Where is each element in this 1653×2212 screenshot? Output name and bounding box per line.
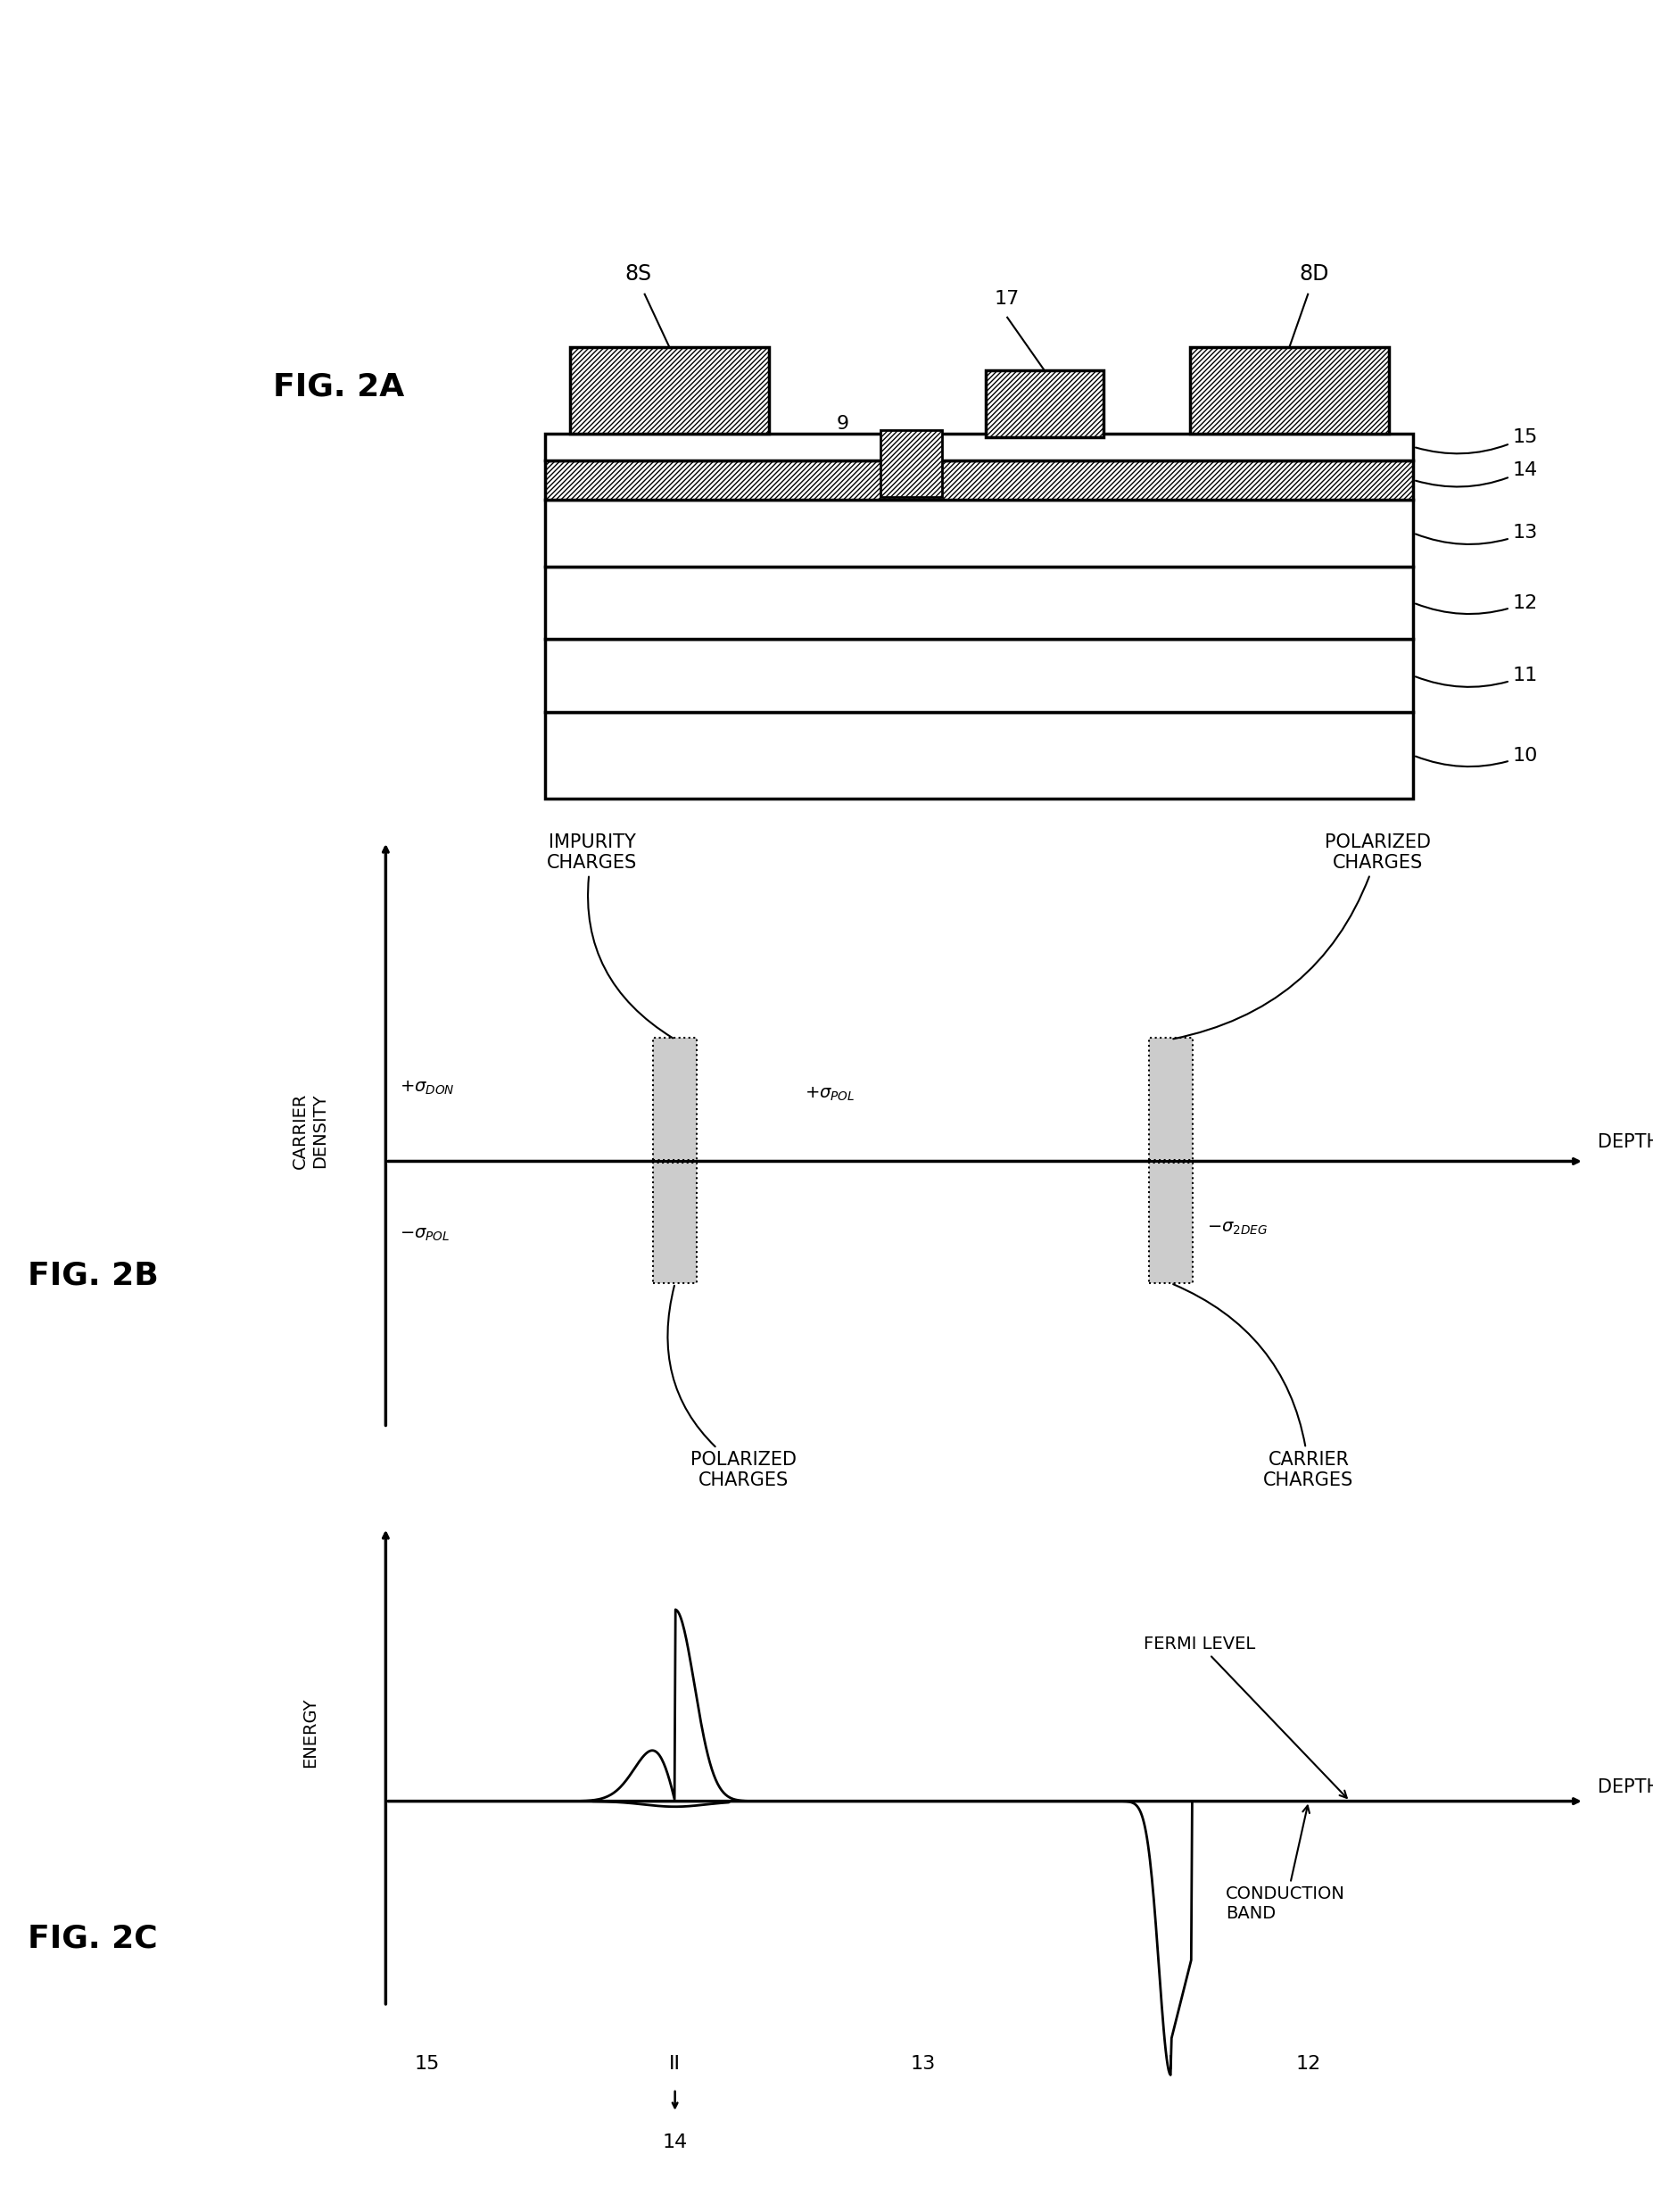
Bar (879, 429, 942, 498)
Bar (545, 712, 1413, 799)
Bar (545, 460, 1413, 500)
Text: 14: 14 (663, 2132, 688, 2150)
Bar (545, 500, 1413, 566)
Text: 10: 10 (1415, 745, 1537, 768)
Text: FIG. 2C: FIG. 2C (28, 1922, 157, 1953)
Bar (1149, 1164, 1193, 1283)
Bar (545, 434, 1413, 460)
Text: CONDUCTION
BAND: CONDUCTION BAND (1227, 1805, 1346, 1922)
Text: DEPTH: DEPTH (1598, 1778, 1653, 1796)
Text: I: I (1169, 2055, 1174, 2073)
Text: POLARIZED
CHARGES: POLARIZED CHARGES (1174, 834, 1430, 1040)
Text: 15: 15 (1415, 427, 1537, 453)
Text: 9: 9 (836, 414, 850, 434)
Text: 8S: 8S (625, 263, 651, 285)
Bar (545, 639, 1413, 712)
Text: FIG. 2B: FIG. 2B (28, 1261, 159, 1292)
Text: 12: 12 (1296, 2055, 1321, 2073)
Text: $+ \sigma_{DON}$: $+ \sigma_{DON}$ (400, 1079, 455, 1097)
Text: DEPTH: DEPTH (1598, 1133, 1653, 1150)
Bar (653, 1164, 698, 1283)
Text: 8D: 8D (1299, 263, 1329, 285)
Text: 12: 12 (1415, 593, 1537, 615)
Text: FERMI LEVEL: FERMI LEVEL (1144, 1635, 1347, 1798)
Text: 13: 13 (911, 2055, 936, 2073)
Text: ENERGY: ENERGY (301, 1699, 319, 1767)
Bar (985, 372, 1104, 438)
Text: FIG. 2A: FIG. 2A (273, 372, 403, 403)
Text: 11: 11 (1415, 666, 1537, 688)
Text: II: II (669, 2055, 681, 2073)
Bar (545, 566, 1413, 639)
Text: $- \sigma_{2DEG}$: $- \sigma_{2DEG}$ (1207, 1219, 1268, 1237)
Bar (653, 1037, 698, 1159)
Text: 13: 13 (1415, 524, 1537, 544)
Bar (1149, 1037, 1193, 1159)
Text: 14: 14 (1415, 460, 1537, 487)
Bar (1190, 347, 1389, 434)
Text: 15: 15 (415, 2055, 440, 2073)
Text: $+ \sigma_{POL}$: $+ \sigma_{POL}$ (805, 1086, 855, 1104)
Text: POLARIZED
CHARGES: POLARIZED CHARGES (668, 1285, 797, 1489)
Text: 17: 17 (995, 290, 1020, 307)
Text: CARRIER
CHARGES: CARRIER CHARGES (1174, 1285, 1354, 1489)
Text: CARRIER
DENSITY: CARRIER DENSITY (291, 1093, 329, 1168)
Bar (570, 347, 769, 434)
Text: IMPURITY
CHARGES: IMPURITY CHARGES (547, 834, 673, 1037)
Text: $- \sigma_{POL}$: $- \sigma_{POL}$ (400, 1225, 450, 1243)
